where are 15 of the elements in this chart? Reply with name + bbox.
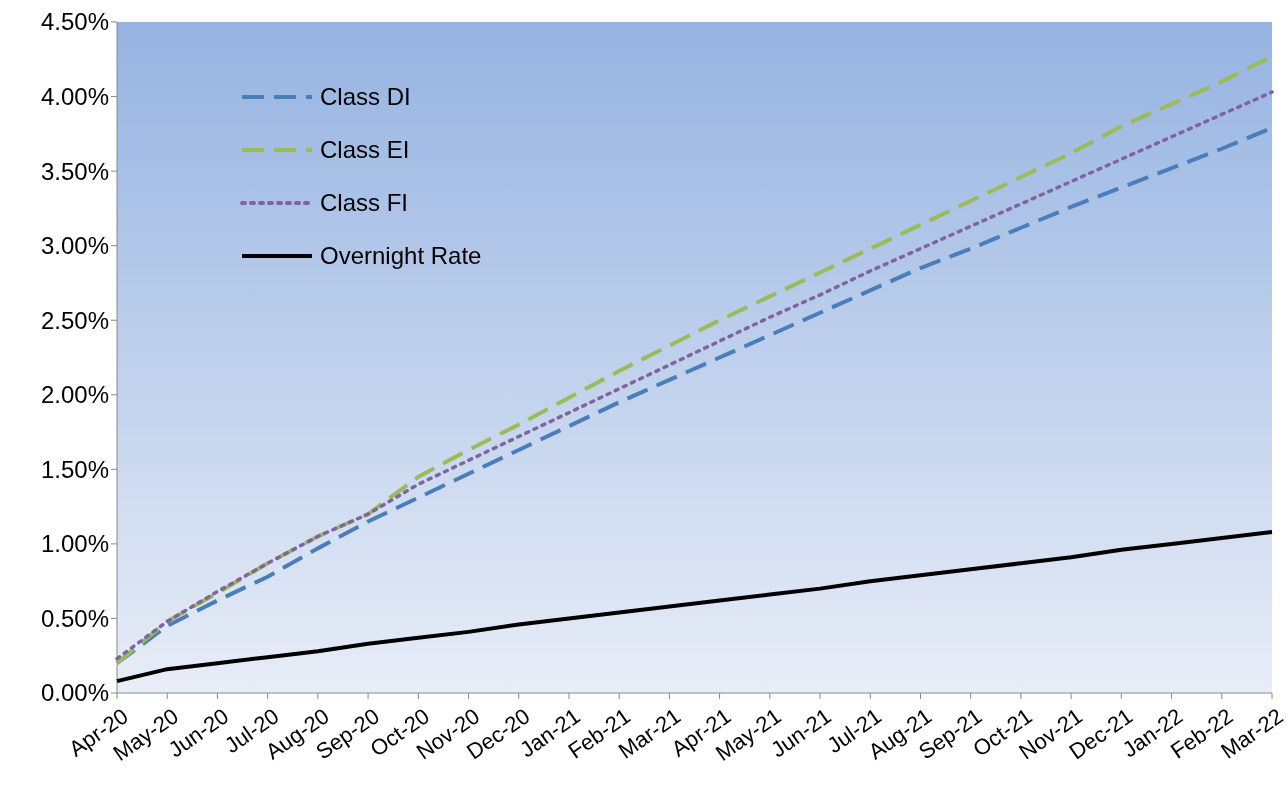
y-tick-label: 2.00% [40, 381, 109, 409]
y-tick-label: 4.00% [40, 82, 109, 110]
legend-label: Class FI [320, 189, 409, 217]
y-tick-label: 1.50% [40, 455, 109, 483]
legend-label: Overnight Rate [320, 242, 482, 270]
y-tick-label: 3.50% [40, 157, 109, 185]
line-series [115, 529, 1274, 684]
y-tick-label: 3.00% [40, 232, 109, 260]
y-tick-label: 4.50% [40, 8, 109, 36]
y-tick-label: 0.50% [40, 604, 109, 632]
y-tick-label: 1.00% [40, 530, 109, 558]
legend-label: Class EI [320, 136, 410, 164]
y-tick-label: 2.50% [40, 306, 109, 334]
y-tick-label: 0.00% [40, 679, 109, 707]
legend-label: Class DI [320, 83, 411, 111]
